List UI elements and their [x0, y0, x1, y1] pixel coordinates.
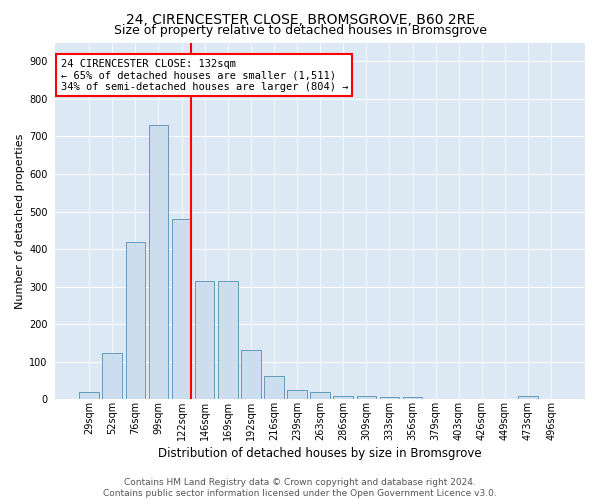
Bar — [125, 242, 145, 400]
Bar — [264, 376, 284, 400]
Y-axis label: Number of detached properties: Number of detached properties — [15, 133, 25, 308]
Bar — [79, 392, 99, 400]
Bar — [172, 219, 191, 400]
Bar — [287, 390, 307, 400]
Bar — [149, 125, 169, 400]
Bar — [103, 354, 122, 400]
Text: 24, CIRENCESTER CLOSE, BROMSGROVE, B60 2RE: 24, CIRENCESTER CLOSE, BROMSGROVE, B60 2… — [125, 12, 475, 26]
Bar — [356, 396, 376, 400]
Bar — [241, 350, 260, 400]
Bar — [380, 398, 399, 400]
Bar — [334, 396, 353, 400]
Bar — [218, 281, 238, 400]
Text: 24 CIRENCESTER CLOSE: 132sqm
← 65% of detached houses are smaller (1,511)
34% of: 24 CIRENCESTER CLOSE: 132sqm ← 65% of de… — [61, 58, 348, 92]
Bar — [195, 281, 214, 400]
Bar — [518, 396, 538, 400]
Text: Size of property relative to detached houses in Bromsgrove: Size of property relative to detached ho… — [113, 24, 487, 37]
Bar — [403, 398, 422, 400]
X-axis label: Distribution of detached houses by size in Bromsgrove: Distribution of detached houses by size … — [158, 447, 482, 460]
Text: Contains HM Land Registry data © Crown copyright and database right 2024.
Contai: Contains HM Land Registry data © Crown c… — [103, 478, 497, 498]
Bar — [310, 392, 330, 400]
